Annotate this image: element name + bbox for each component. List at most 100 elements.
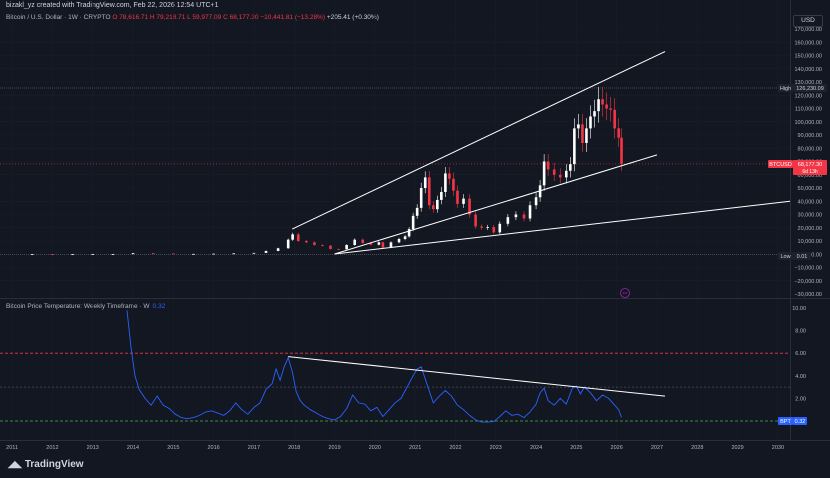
- price-tick-label: 30,000.00: [798, 213, 822, 219]
- candle-body[interactable]: [264, 250, 268, 253]
- candle-body[interactable]: [456, 190, 459, 204]
- symbol-name[interactable]: Bitcoin / U.S. Dollar · 1W · CRYPTO: [6, 14, 111, 21]
- candle-body[interactable]: [305, 241, 308, 243]
- candle-body[interactable]: [232, 253, 236, 255]
- indicator-tick-label: 8.00: [795, 329, 806, 335]
- candle-body[interactable]: [431, 205, 435, 210]
- candle-body[interactable]: [440, 191, 443, 200]
- trendline[interactable]: [334, 154, 658, 255]
- candle-body[interactable]: [601, 99, 604, 105]
- candle-body[interactable]: [620, 137, 623, 164]
- candle-body[interactable]: [452, 178, 455, 191]
- price-tick-label: 90,000.00: [798, 133, 822, 139]
- time-tick-label: 2021: [409, 445, 421, 451]
- candle-body[interactable]: [506, 217, 510, 224]
- trendline[interactable]: [292, 51, 666, 230]
- indicator-legend[interactable]: Bitcoin Price Temperature: Weekly Timefr…: [6, 303, 165, 310]
- candle-body[interactable]: [361, 239, 365, 243]
- candle-body[interactable]: [419, 188, 423, 208]
- candle-body[interactable]: [415, 207, 419, 216]
- candle-body[interactable]: [597, 99, 600, 112]
- currency-button[interactable]: USD: [793, 15, 823, 27]
- candle-body[interactable]: [172, 253, 175, 255]
- indicator-line[interactable]: [126, 310, 622, 423]
- candle-body[interactable]: [423, 177, 427, 188]
- candle-body[interactable]: [291, 234, 294, 240]
- candle-body[interactable]: [565, 170, 568, 178]
- candle-body[interactable]: [313, 242, 316, 245]
- candle-body[interactable]: [522, 214, 526, 219]
- candle-body[interactable]: [276, 248, 280, 251]
- candle-body[interactable]: [345, 244, 348, 250]
- candle-body[interactable]: [462, 198, 465, 204]
- candle-body[interactable]: [498, 223, 502, 233]
- candle-body[interactable]: [589, 116, 592, 129]
- candle-body[interactable]: [71, 254, 74, 256]
- candle-body[interactable]: [546, 161, 550, 170]
- candle-body[interactable]: [353, 239, 356, 245]
- candle-body[interactable]: [528, 205, 532, 219]
- candle-body[interactable]: [609, 108, 612, 110]
- indicator-trendline[interactable]: [288, 356, 666, 397]
- candle-body[interactable]: [514, 214, 518, 218]
- price-tick-label: 120,000.00: [794, 93, 822, 99]
- candle-body[interactable]: [91, 254, 95, 255]
- candle-body[interactable]: [593, 111, 596, 117]
- candle-body[interactable]: [381, 242, 385, 248]
- candle-body[interactable]: [407, 229, 411, 237]
- candle-body[interactable]: [296, 234, 300, 241]
- candle-body[interactable]: [448, 173, 451, 179]
- candle-body[interactable]: [542, 161, 546, 186]
- candle-body[interactable]: [30, 254, 34, 256]
- candle-body[interactable]: [337, 248, 340, 250]
- candle-body[interactable]: [552, 169, 556, 175]
- price-tick-label: 150,000.00: [794, 54, 822, 60]
- candle-body[interactable]: [369, 242, 373, 245]
- candle-body[interactable]: [436, 199, 439, 210]
- candle-body[interactable]: [192, 253, 195, 255]
- candle-body[interactable]: [577, 124, 580, 129]
- candle-body[interactable]: [613, 109, 616, 129]
- candle-body[interactable]: [411, 215, 415, 230]
- candle-body[interactable]: [321, 244, 324, 246]
- candle-body[interactable]: [474, 214, 477, 227]
- ohlc-extra-change: +205.41 (+0.30%): [326, 14, 379, 21]
- candle-body[interactable]: [131, 253, 135, 255]
- candle-body[interactable]: [403, 236, 407, 240]
- candle-body[interactable]: [397, 239, 401, 243]
- candle-body[interactable]: [605, 104, 608, 109]
- candle-body[interactable]: [486, 227, 490, 228]
- time-tick-label: 2024: [530, 445, 542, 451]
- candle-body[interactable]: [492, 227, 496, 233]
- candle-body[interactable]: [286, 239, 290, 249]
- candle-body[interactable]: [329, 245, 332, 249]
- candle-body[interactable]: [51, 254, 54, 256]
- price-series[interactable]: [30, 86, 623, 256]
- candle-body[interactable]: [151, 253, 155, 254]
- time-axis[interactable]: 2011 2012 2013 2014 2015 2016 2017 2018 2019 2020…: [6, 445, 784, 451]
- candle-body[interactable]: [585, 128, 588, 143]
- candle-body[interactable]: [427, 177, 431, 206]
- candle-body[interactable]: [569, 164, 572, 171]
- candle-body[interactable]: [534, 197, 538, 206]
- tradingview-logo[interactable]: ◢◣ TradingView: [8, 459, 84, 470]
- candle-body[interactable]: [617, 128, 620, 138]
- candle-body[interactable]: [480, 226, 483, 228]
- indicator-value-axis[interactable]: 10.00 8.00 6.00 4.00 2.00: [792, 306, 806, 402]
- candle-body[interactable]: [111, 254, 115, 255]
- candle-body[interactable]: [558, 174, 562, 178]
- trendlines[interactable]: [292, 51, 791, 255]
- ellipsis-icon[interactable]: [620, 288, 630, 298]
- candle-body[interactable]: [212, 253, 215, 255]
- candle-body[interactable]: [377, 242, 381, 245]
- candle-body[interactable]: [444, 173, 447, 192]
- trendline[interactable]: [334, 200, 791, 255]
- price-tick-label: 100,000.00: [794, 120, 822, 126]
- candle-body[interactable]: [389, 242, 393, 248]
- candle-body[interactable]: [252, 252, 256, 254]
- candle-body[interactable]: [468, 198, 471, 215]
- candle-body[interactable]: [581, 124, 584, 143]
- price-axis[interactable]: 170,000.00 160,000.00 150,000.00 140,000.00…: [794, 27, 822, 298]
- candle-body[interactable]: [573, 128, 576, 165]
